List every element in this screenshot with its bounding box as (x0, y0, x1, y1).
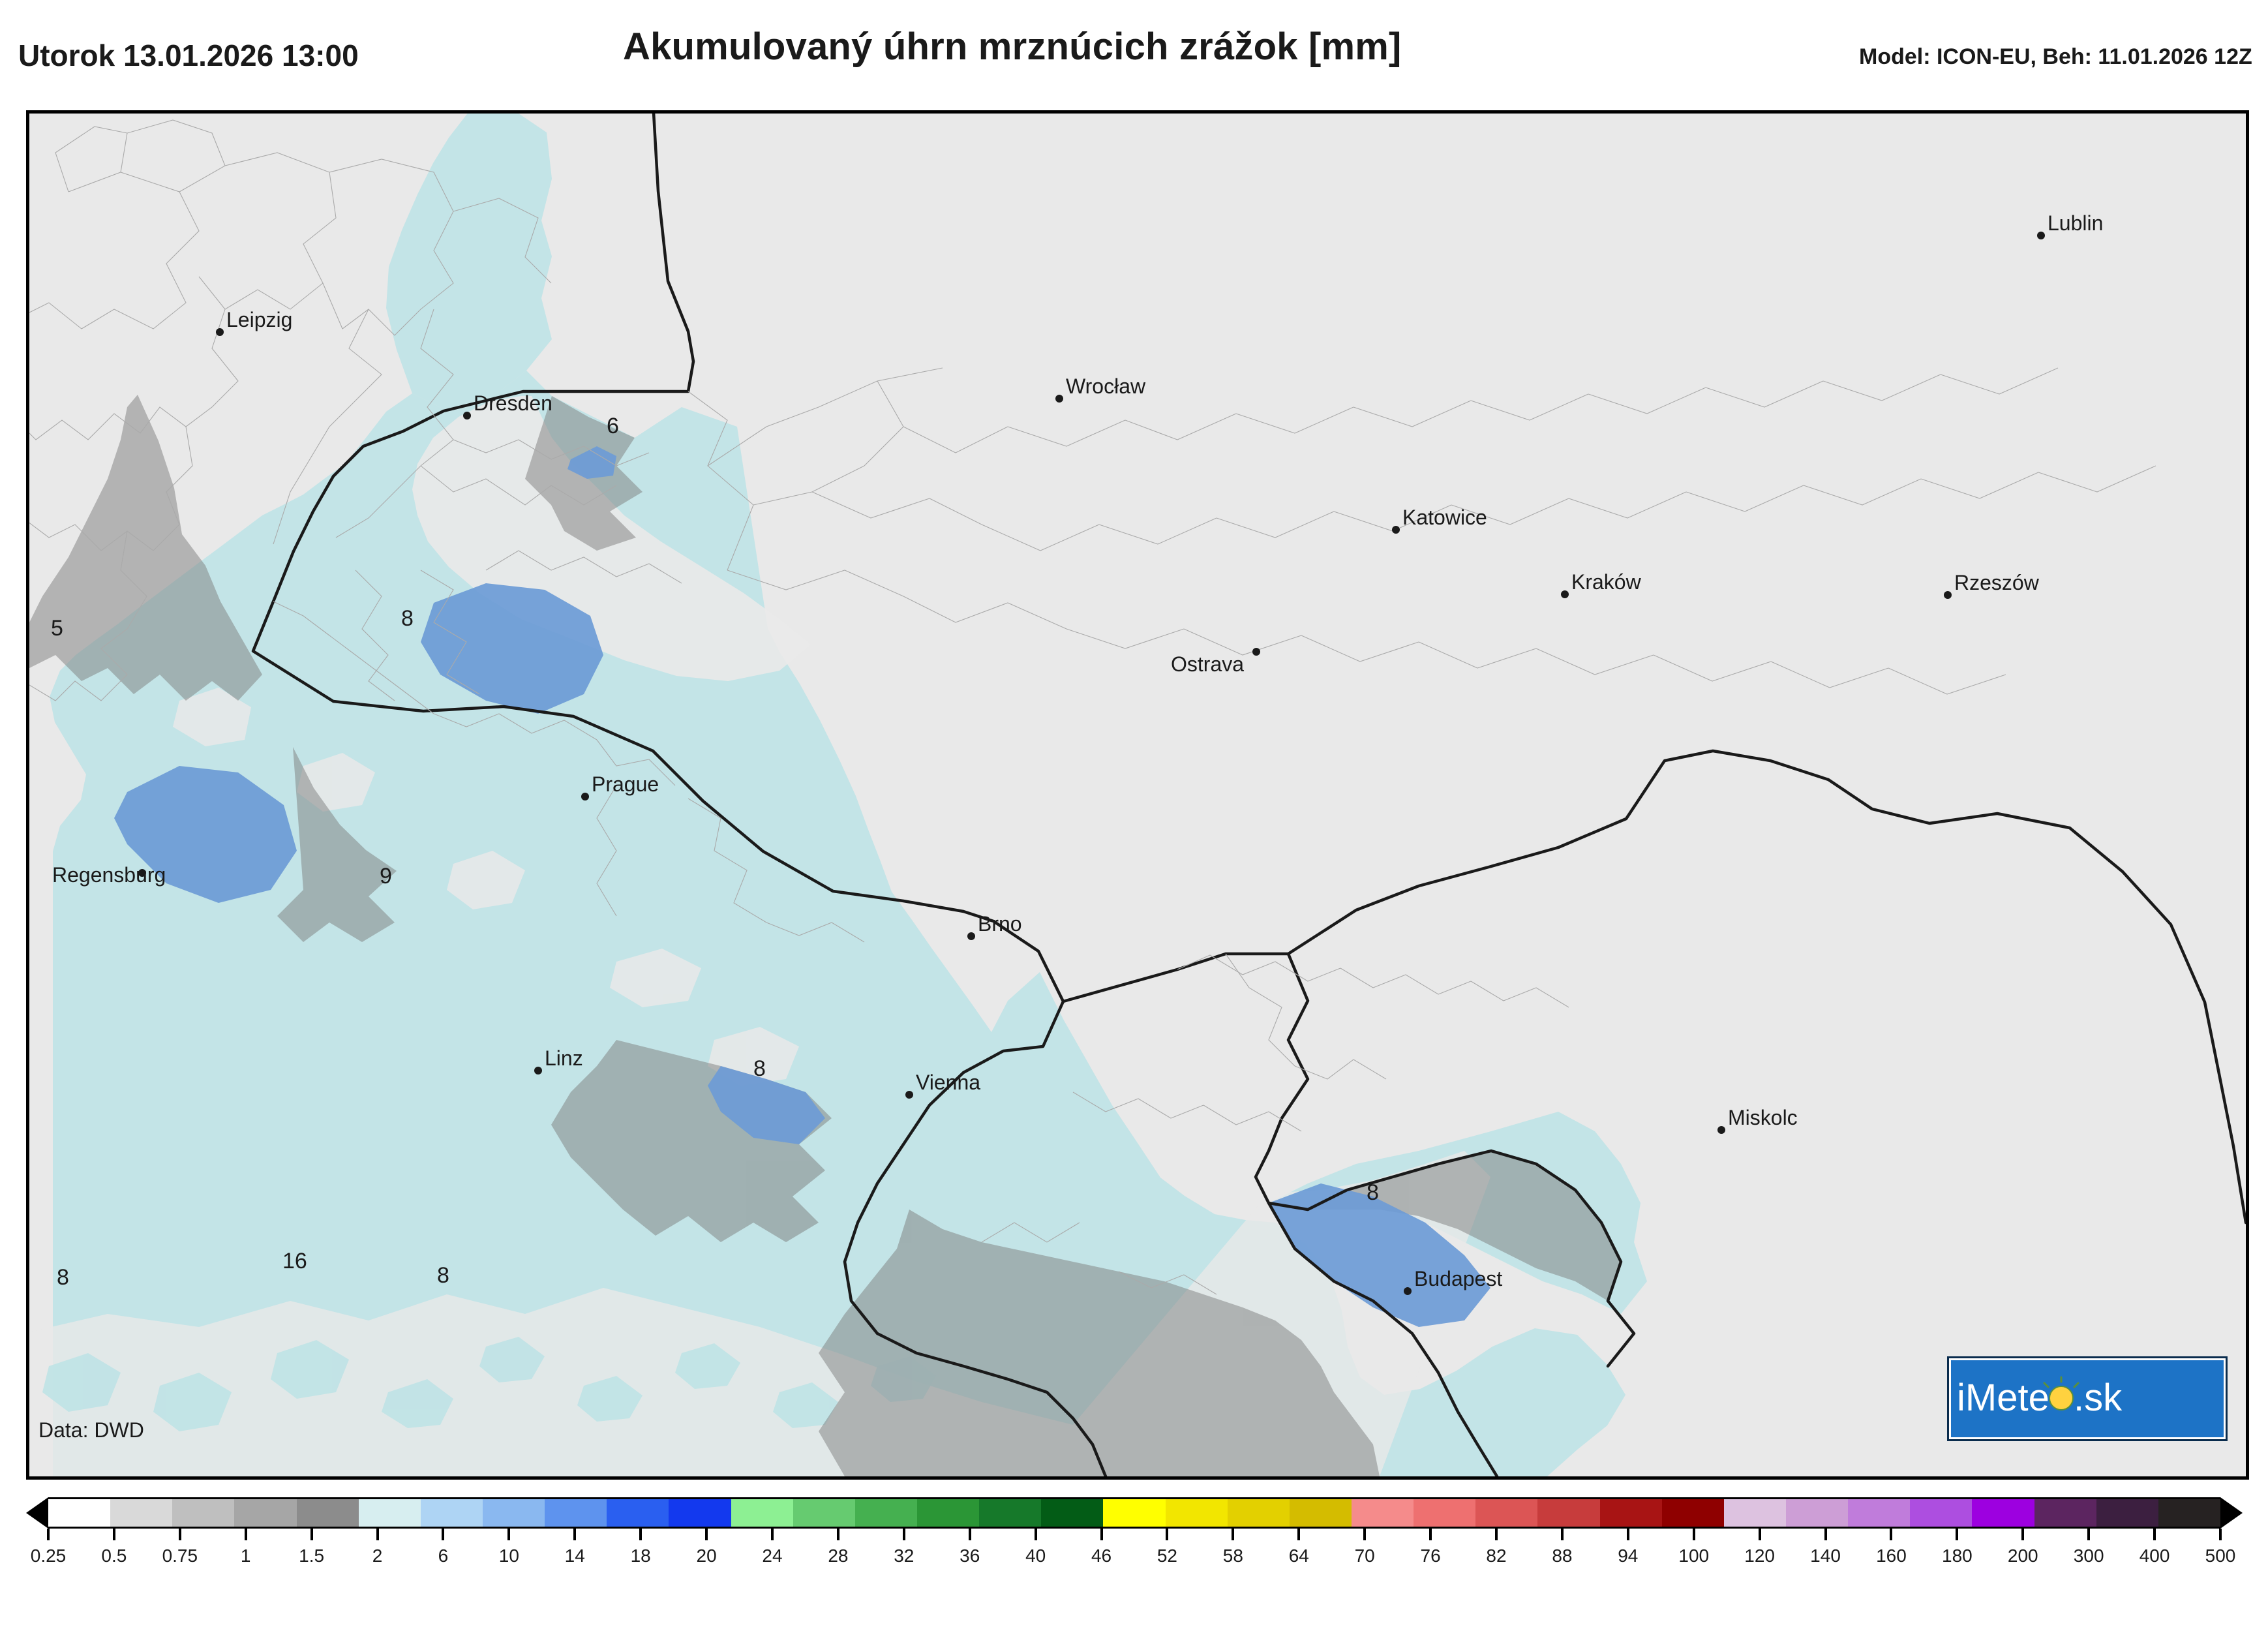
svg-text:9: 9 (380, 864, 392, 889)
svg-text:Rzeszów: Rzeszów (1954, 571, 2040, 594)
svg-text:Vienna: Vienna (916, 1071, 980, 1094)
svg-text:16: 16 (282, 1249, 307, 1273)
svg-text:Wrocław: Wrocław (1066, 374, 1146, 398)
svg-text:Ostrava: Ostrava (1171, 652, 1244, 676)
svg-text:Brno: Brno (978, 912, 1022, 936)
svg-text:Lublin: Lublin (2048, 211, 2103, 235)
svg-text:8: 8 (437, 1263, 449, 1288)
svg-text:8: 8 (1367, 1180, 1379, 1205)
svg-text:Linz: Linz (545, 1046, 583, 1070)
svg-text:Leipzig: Leipzig (226, 308, 292, 331)
svg-text:6: 6 (607, 414, 619, 438)
svg-text:Katowice: Katowice (1402, 506, 1487, 529)
svg-text:Dresden: Dresden (474, 391, 552, 415)
svg-text:8: 8 (753, 1056, 766, 1081)
svg-text:5: 5 (51, 616, 63, 641)
svg-text:8: 8 (57, 1265, 69, 1290)
svg-text:Regensburg: Regensburg (52, 863, 166, 887)
svg-text:.sk: .sk (2074, 1377, 2123, 1419)
svg-text:Budapest: Budapest (1414, 1267, 1502, 1290)
svg-text:iMete: iMete (1957, 1377, 2049, 1419)
svg-text:Kraków: Kraków (1571, 570, 1642, 594)
svg-text:8: 8 (401, 606, 414, 631)
svg-text:Miskolc: Miskolc (1728, 1106, 1798, 1129)
svg-text:Prague: Prague (592, 772, 659, 796)
